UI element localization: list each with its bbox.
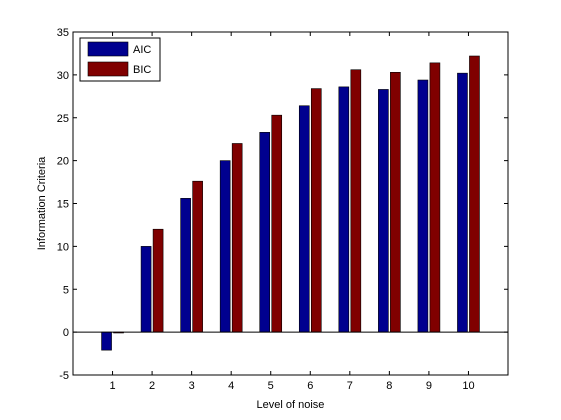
bar-bic-6 (310, 88, 322, 333)
bar-bic-9 (429, 62, 441, 333)
bar-bic-7 (350, 69, 362, 333)
bar-bic-10 (469, 55, 480, 333)
ticks-layer: -5 0 5 10 15 20 25 30 35 1 2 3 4 5 6 7 8 9 10 (57, 27, 508, 392)
x-tick-label: 7 (347, 380, 353, 392)
bar-bic-3 (192, 180, 203, 333)
bar-aic-6 (298, 105, 310, 333)
bar-aic-5 (259, 132, 271, 333)
legend-label-bic: BIC (133, 64, 151, 76)
bar-aic-1 (101, 331, 112, 351)
legend: AIC BIC (79, 37, 161, 82)
bars-layer (101, 55, 480, 351)
x-tick-label: 3 (189, 380, 195, 392)
x-tick-label: 1 (109, 380, 115, 392)
bar-aic-3 (180, 198, 191, 333)
y-tick-label: 15 (57, 199, 69, 211)
x-tick-label: 6 (307, 380, 313, 392)
plot-area (73, 32, 508, 375)
bar-aic-4 (219, 160, 231, 333)
x-tick-label: 8 (386, 380, 392, 392)
bar-aic-2 (140, 246, 152, 333)
x-tick-label: 5 (268, 380, 274, 392)
x-tick-label: 10 (462, 380, 474, 392)
bar-aic-10 (457, 72, 468, 333)
y-tick-label: 30 (57, 70, 69, 82)
bar-bic-4 (231, 143, 243, 333)
x-tick-label: 4 (228, 380, 234, 392)
y-axis-label: Information Criteria (36, 156, 48, 250)
bar-aic-7 (338, 86, 350, 333)
legend-label-aic: AIC (133, 44, 151, 56)
y-tick-label: -5 (59, 370, 69, 382)
y-tick-label: 0 (63, 327, 69, 339)
y-tick-label: 10 (57, 241, 69, 253)
bar-bic-2 (152, 228, 164, 333)
legend-swatch-bic (87, 61, 129, 77)
y-tick-label: 20 (57, 156, 69, 168)
x-tick-label: 9 (426, 380, 432, 392)
y-tick-label: 35 (57, 27, 69, 39)
bar-bic-8 (390, 72, 401, 333)
bar-aic-8 (378, 89, 389, 333)
bar-bic-5 (271, 114, 283, 333)
y-tick-label: 25 (57, 113, 69, 125)
bar-aic-9 (417, 79, 429, 333)
y-tick-label: 5 (63, 284, 69, 296)
x-axis-label: Level of noise (257, 399, 325, 411)
x-tick-label: 2 (149, 380, 155, 392)
legend-swatch-aic (87, 41, 129, 57)
